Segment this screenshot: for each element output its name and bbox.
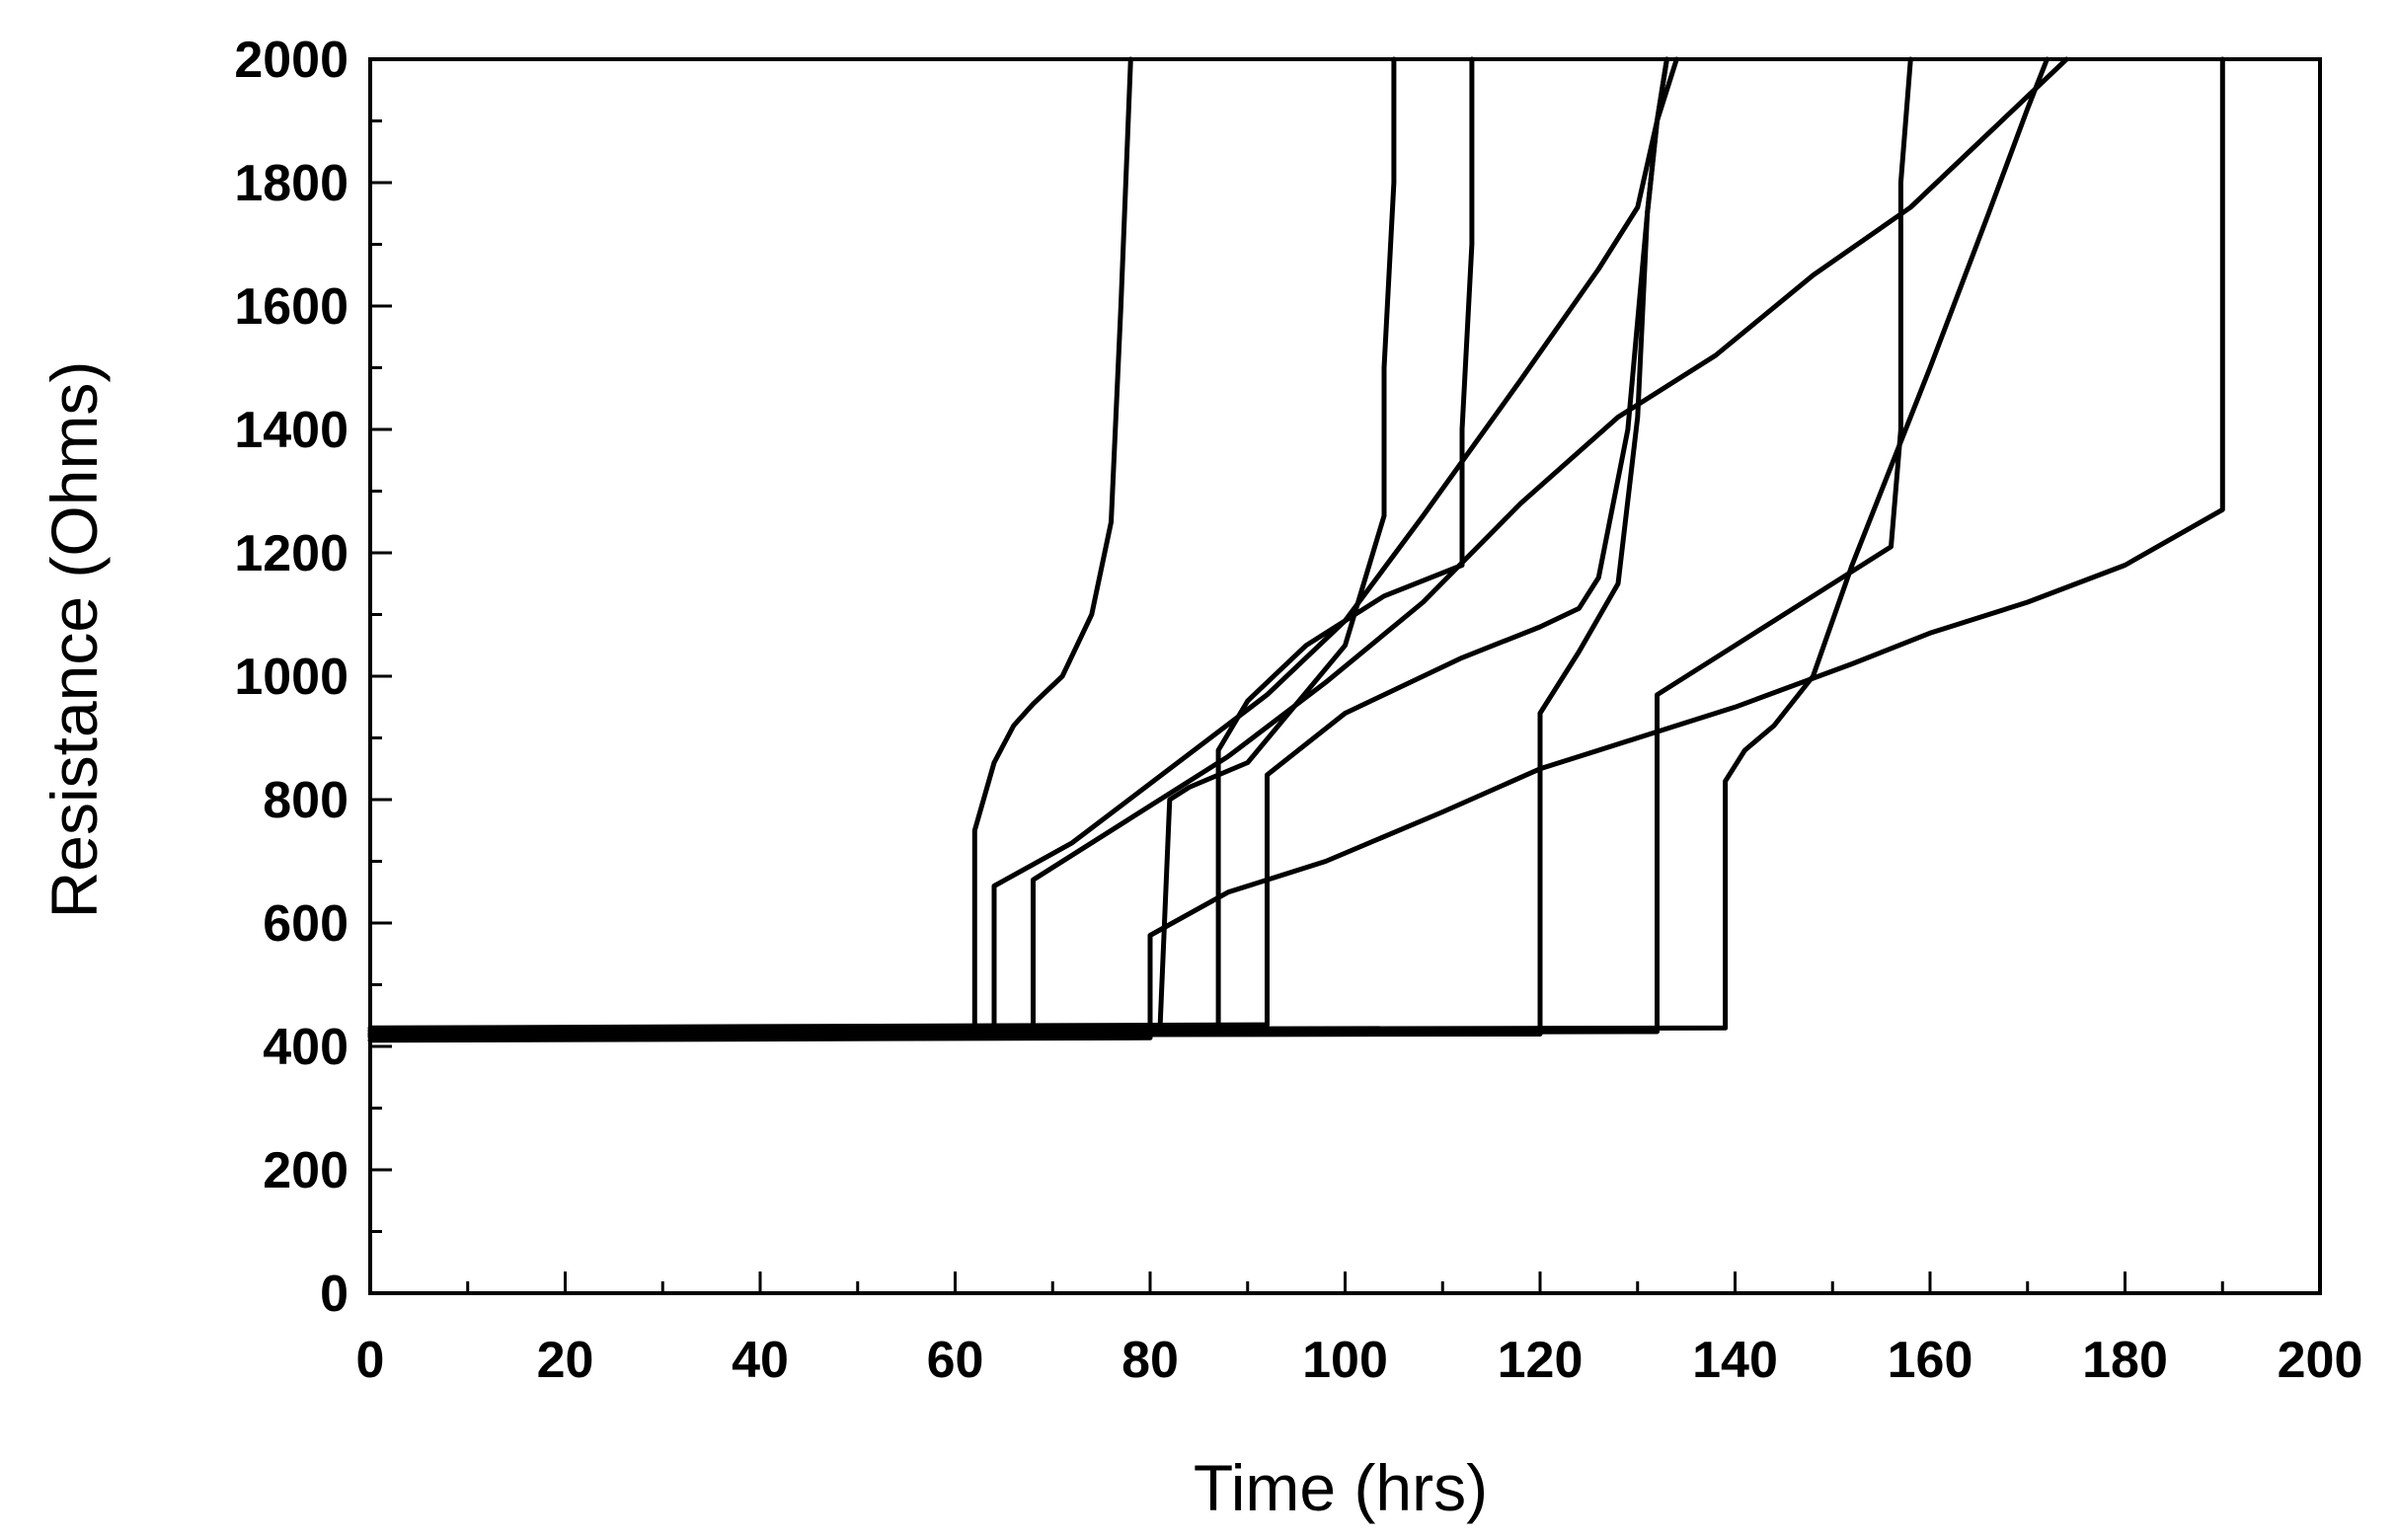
x-tick-label: 160 bbox=[1888, 1332, 1973, 1389]
y-tick-label: 1600 bbox=[234, 278, 348, 336]
series-line-4 bbox=[367, 56, 2225, 1043]
x-tick-label: 200 bbox=[2278, 1332, 2363, 1389]
x-tick-label: 40 bbox=[732, 1332, 789, 1389]
x-tick-label: 60 bbox=[927, 1332, 984, 1389]
series-line-9 bbox=[367, 56, 1913, 1037]
y-axis-title: Resistance (Ohms) bbox=[38, 361, 111, 919]
y-tick-label: 1200 bbox=[234, 525, 348, 582]
y-tick-label: 1800 bbox=[234, 155, 348, 212]
x-tick-label: 80 bbox=[1121, 1332, 1179, 1389]
series-line-1 bbox=[367, 56, 1133, 1040]
y-tick-label: 400 bbox=[263, 1019, 348, 1076]
x-tick-label: 0 bbox=[356, 1332, 385, 1389]
y-tick-label: 0 bbox=[320, 1266, 348, 1323]
series-line-8 bbox=[367, 56, 1669, 1039]
x-tick-label: 20 bbox=[537, 1332, 594, 1389]
y-tick-label: 1400 bbox=[234, 402, 348, 459]
series-line-6 bbox=[367, 56, 1475, 1035]
x-tick-label: 180 bbox=[2082, 1332, 2168, 1389]
x-tick-label: 120 bbox=[1498, 1332, 1584, 1389]
y-tick-label: 2000 bbox=[234, 32, 348, 89]
x-tick-label: 140 bbox=[1692, 1332, 1778, 1389]
x-tick-label: 100 bbox=[1302, 1332, 1388, 1389]
y-tick-label: 200 bbox=[263, 1142, 348, 1199]
series-line-10 bbox=[367, 56, 2049, 1034]
y-tick-label: 600 bbox=[263, 895, 348, 953]
ticks-layer bbox=[368, 57, 2322, 1295]
plot-frame bbox=[368, 57, 2322, 1295]
series-layer bbox=[367, 56, 2225, 1043]
y-tick-label: 800 bbox=[263, 772, 348, 829]
x-axis-title: Time (hrs) bbox=[1194, 1451, 1488, 1524]
labels-layer: 0 20 40 60 80 100 120 140 160 180 2000200400600800… bbox=[234, 32, 2362, 1389]
series-line-5 bbox=[367, 56, 1397, 1037]
y-tick-label: 1000 bbox=[234, 649, 348, 706]
series-line-3 bbox=[367, 56, 2069, 1037]
